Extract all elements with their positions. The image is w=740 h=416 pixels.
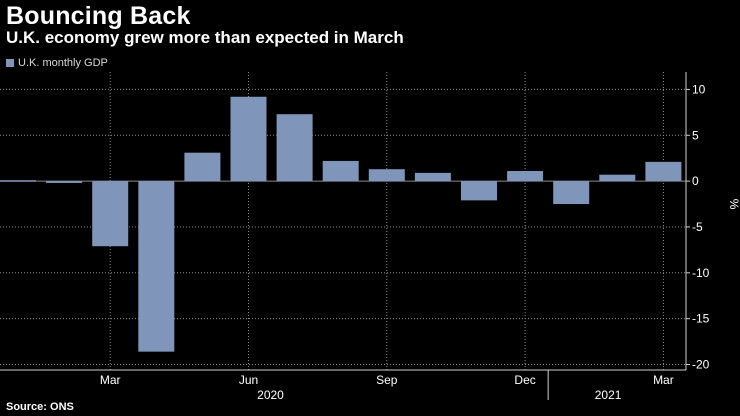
x-year-label: 2020: [257, 388, 284, 402]
y-tick-label: 5: [692, 128, 699, 142]
y-tick-label: -10: [692, 266, 710, 280]
x-year-label: 2021: [595, 388, 622, 402]
legend: U.K. monthly GDP: [6, 57, 108, 69]
legend-swatch: [6, 59, 14, 67]
bar: [46, 181, 83, 183]
bar: [0, 180, 36, 182]
x-tick-label: Dec: [514, 373, 535, 387]
x-tick-label: Mar: [100, 373, 121, 387]
x-tick-label: Sep: [376, 373, 398, 387]
bar: [645, 161, 682, 182]
bar: [322, 160, 359, 182]
bar: [276, 114, 313, 182]
bar: [599, 174, 636, 182]
y-tick-label: 0: [692, 174, 699, 188]
legend-label: U.K. monthly GDP: [18, 57, 108, 69]
bar: [92, 181, 129, 247]
chart-subtitle: U.K. economy grew more than expected in …: [6, 28, 404, 47]
y-tick-label: 10: [692, 82, 706, 96]
y-tick-label: -20: [692, 357, 710, 371]
source-note: Source: ONS: [6, 401, 74, 413]
bar: [461, 181, 497, 201]
bar: [230, 96, 267, 182]
bar: [368, 169, 405, 182]
bars-layer: [0, 96, 682, 352]
x-tick-label: Mar: [653, 373, 674, 387]
y-axis-unit: %: [727, 199, 740, 210]
bar: [414, 172, 451, 182]
y-tick-label: -15: [692, 312, 710, 326]
y-tick-label: -5: [692, 220, 703, 234]
x-tick-label: Jun: [239, 373, 258, 387]
chart-title: Bouncing Back: [6, 2, 191, 30]
bar: [507, 171, 544, 182]
axis-layer: 10 5 0 -5 -10 -15 -20% Mar Jun Sep Dec Mar 2020 2021: [0, 72, 740, 402]
bar: [553, 181, 590, 205]
bar: [184, 152, 221, 182]
bar: [138, 181, 175, 352]
